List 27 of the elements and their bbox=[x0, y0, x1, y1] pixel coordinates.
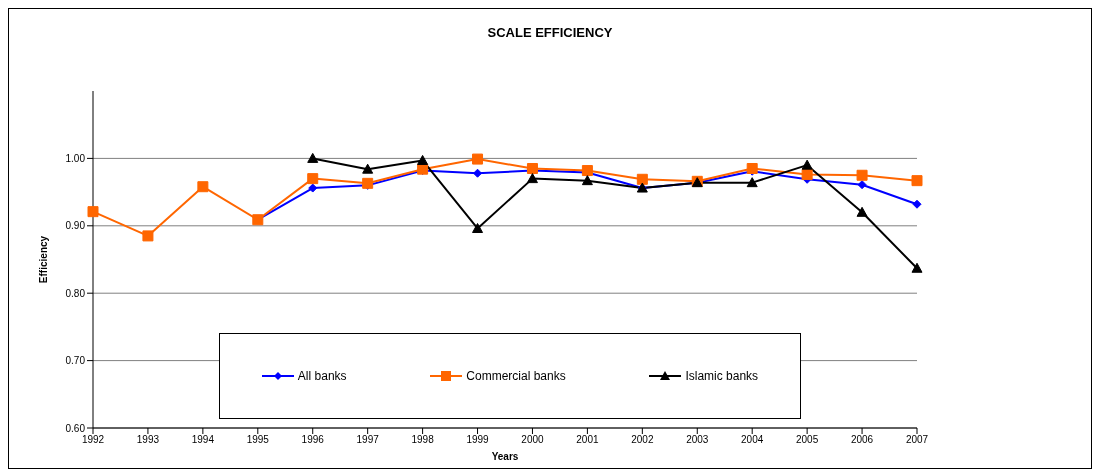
x-axis-title: Years bbox=[491, 451, 519, 462]
x-tick-label: 2001 bbox=[576, 434, 599, 446]
y-tick-label: 0.70 bbox=[65, 355, 86, 367]
legend-label: All banks bbox=[297, 369, 347, 383]
y-tick-label: 1.00 bbox=[65, 152, 86, 164]
x-tick-label: 2002 bbox=[631, 434, 654, 446]
y-axis-title: Efficiency bbox=[37, 235, 49, 284]
x-tick-label: 1996 bbox=[301, 434, 325, 446]
legend-label: Islamic banks bbox=[685, 369, 759, 383]
x-tick-label: 1995 bbox=[246, 434, 270, 446]
y-tick-label: 0.80 bbox=[65, 287, 86, 299]
x-tick-label: 2003 bbox=[686, 434, 709, 446]
x-tick-label: 2000 bbox=[521, 434, 545, 446]
y-tick-label: 0.60 bbox=[65, 422, 86, 434]
x-tick-label: 2005 bbox=[796, 434, 819, 446]
x-tick-label: 1997 bbox=[356, 434, 380, 446]
x-tick-label: 1993 bbox=[136, 434, 160, 446]
x-tick-label: 1998 bbox=[411, 434, 435, 446]
x-tick-label: 2006 bbox=[850, 434, 874, 446]
y-tick-label: 0.90 bbox=[65, 220, 86, 232]
x-tick-label: 1999 bbox=[466, 434, 490, 446]
legend-label: Commercial banks bbox=[466, 369, 566, 383]
x-tick-label: 2007 bbox=[905, 434, 929, 446]
chart-title: SCALE EFFICIENCY bbox=[486, 25, 614, 40]
x-tick-label: 2004 bbox=[741, 434, 764, 446]
x-tick-label: 1994 bbox=[191, 434, 215, 446]
x-tick-label: 1992 bbox=[81, 434, 105, 446]
